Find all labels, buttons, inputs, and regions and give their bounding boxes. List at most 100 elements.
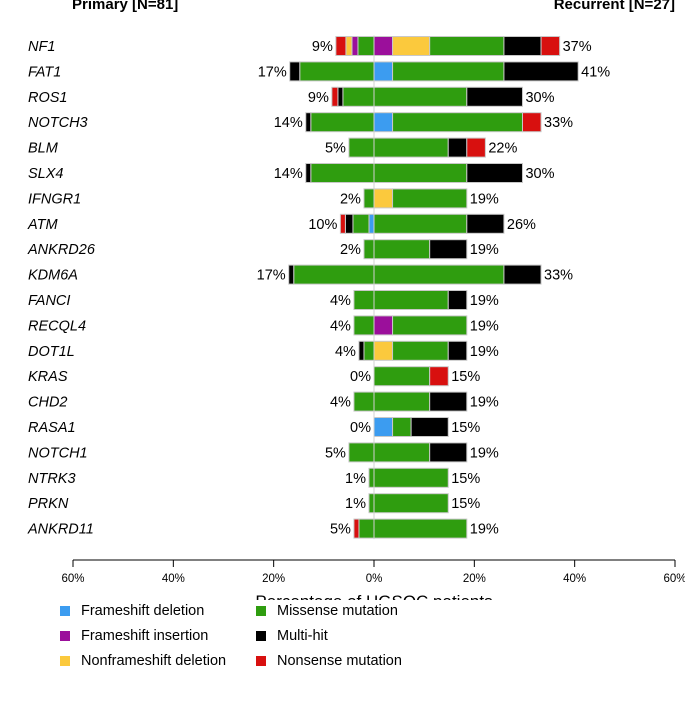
recurrent-percent-label: 19% [470, 191, 499, 207]
bar-primary-multi-hit [358, 340, 365, 361]
gene-label: ANKRD11 [27, 522, 94, 538]
legend-item-nonsense-mutation: Nonsense mutation [256, 653, 402, 669]
bar-recurrent-multi-hit [429, 391, 468, 412]
bar-primary-missense-mutation [353, 290, 375, 310]
bar-recurrent-nonsense-mutation [466, 137, 486, 158]
legend-label: Missense mutation [277, 603, 398, 619]
bar-primary-nonsense-mutation [353, 518, 360, 539]
primary-percent-label: 4% [330, 395, 351, 411]
bar-primary-missense-mutation [363, 239, 375, 260]
bar-recurrent-missense-mutation [373, 493, 449, 514]
bar-recurrent-missense-mutation [373, 264, 505, 285]
bar-recurrent-missense-mutation [373, 391, 431, 412]
bar-recurrent-missense-mutation [373, 467, 449, 488]
recurrent-percent-label: 41% [581, 64, 610, 80]
gene-row-slx4: SLX4 14% 30% [28, 163, 555, 183]
recurrent-percent-label: 19% [470, 522, 499, 538]
bar-primary-missense-mutation [363, 340, 375, 361]
primary-percent-label: 1% [345, 471, 366, 487]
bar-primary-nonsense-mutation [331, 86, 339, 107]
bar-recurrent-missense-mutation [373, 163, 468, 183]
legend-swatch [256, 656, 266, 666]
gene-row-notch3: NOTCH3 14% 33% [28, 112, 573, 133]
gene-row-nf1: NF1 9% 37% [28, 36, 592, 56]
legend-swatch [60, 656, 70, 666]
bar-primary-missense-mutation [358, 518, 375, 539]
recurrent-percent-label: 19% [470, 318, 499, 334]
primary-percent-label: 5% [325, 445, 346, 461]
bar-primary-multi-hit [289, 61, 301, 82]
recurrent-percent-label: 19% [470, 242, 499, 258]
bar-recurrent-multi-hit [503, 264, 542, 285]
gene-row-recql4: RECQL4 4% 19% [28, 315, 499, 336]
gene-row-kdm6a: KDM6A 17% 33% [28, 264, 573, 285]
primary-percent-label: 9% [308, 90, 329, 106]
mutation-bar-chart: NF1 9% 37% FAT1 17% 41% ROS1 9% 30% NOTCH3 14% 33% B… [27, 35, 685, 600]
bar-recurrent-frameshift-deletion [373, 417, 394, 437]
recurrent-percent-label: 33% [544, 115, 573, 131]
bar-primary-nonsense-mutation [335, 36, 347, 56]
primary-percent-label: 1% [345, 496, 366, 512]
bar-recurrent-multi-hit [466, 86, 523, 107]
gene-row-chd2: CHD2 4% 19% [28, 391, 499, 412]
bar-recurrent-missense-mutation [392, 315, 468, 336]
primary-percent-label: 14% [274, 115, 303, 131]
bar-primary-multi-hit [337, 86, 344, 107]
gene-label: RASA1 [28, 420, 76, 436]
bar-recurrent-multi-hit [466, 213, 505, 234]
legend-swatch [256, 631, 266, 641]
bar-recurrent-nonframeshift-deletion [373, 188, 394, 209]
legend-item-frameshift-deletion: Frameshift deletion [60, 603, 204, 619]
x-tick-label: 60% [61, 573, 84, 585]
x-axis: 60% 40% 20% 0% 20% 40% 60% Percentage of HGSOC … [61, 559, 685, 600]
recurrent-percent-label: 19% [470, 445, 499, 461]
gene-label: NTRK3 [28, 471, 76, 487]
bar-primary-missense-mutation [357, 36, 375, 56]
legend-swatch [60, 606, 70, 616]
bar-recurrent-nonsense-mutation [521, 112, 542, 133]
legend-item-missense-mutation: Missense mutation [256, 603, 398, 619]
legend-item-nonframeshift-deletion: Nonframeshift deletion [60, 653, 226, 669]
legend-label: Nonframeshift deletion [81, 653, 227, 669]
bar-recurrent-nonframeshift-deletion [373, 340, 394, 361]
gene-row-atm: ATM 10% 26% [27, 213, 536, 234]
recurrent-percent-label: 19% [470, 395, 499, 411]
bar-recurrent-missense-mutation [392, 417, 412, 437]
bar-primary-frameshift-insertion [351, 36, 359, 56]
gene-label: FAT1 [28, 64, 61, 80]
legend-label: Nonsense mutation [277, 653, 402, 669]
bar-primary-missense-mutation [353, 391, 375, 412]
x-axis-title: Percentage of HGSOC patients [255, 592, 492, 600]
gene-label: BLM [28, 141, 59, 157]
bar-recurrent-frameshift-insertion [373, 315, 394, 336]
x-tick-label: 0% [366, 573, 383, 585]
bar-primary-multi-hit [288, 264, 295, 285]
bar-recurrent-multi-hit [447, 340, 468, 361]
legend-label: Frameshift insertion [81, 628, 209, 644]
gene-label: IFNGR1 [28, 191, 81, 207]
gene-row-kras: KRAS 0% 15% [28, 366, 480, 387]
primary-percent-label: 0% [350, 420, 371, 436]
primary-percent-label: 4% [330, 293, 351, 309]
legend-label: Multi-hit [277, 628, 328, 644]
bar-recurrent-nonframeshift-deletion [392, 36, 431, 56]
bar-recurrent-multi-hit [447, 137, 468, 158]
primary-percent-label: 14% [274, 166, 303, 182]
bar-recurrent-frameshift-deletion [373, 112, 394, 133]
primary-percent-label: 4% [335, 344, 356, 360]
bar-recurrent-multi-hit [429, 239, 468, 260]
x-tick-label: 40% [162, 573, 185, 585]
gene-label: RECQL4 [28, 318, 86, 334]
gene-label: FANCI [28, 293, 70, 309]
bar-recurrent-missense-mutation [392, 61, 505, 82]
bar-recurrent-multi-hit [466, 163, 523, 183]
bar-primary-missense-mutation [310, 112, 375, 133]
bar-recurrent-missense-mutation [373, 86, 468, 107]
bar-primary-missense-mutation [310, 163, 375, 183]
bar-recurrent-frameshift-insertion [373, 36, 394, 56]
bar-primary-missense-mutation [368, 493, 375, 514]
gene-row-ifngr1: IFNGR1 2% 19% [28, 188, 499, 209]
primary-percent-label: 9% [312, 39, 333, 55]
bar-primary-multi-hit [305, 163, 312, 183]
bar-recurrent-missense-mutation [373, 290, 449, 310]
